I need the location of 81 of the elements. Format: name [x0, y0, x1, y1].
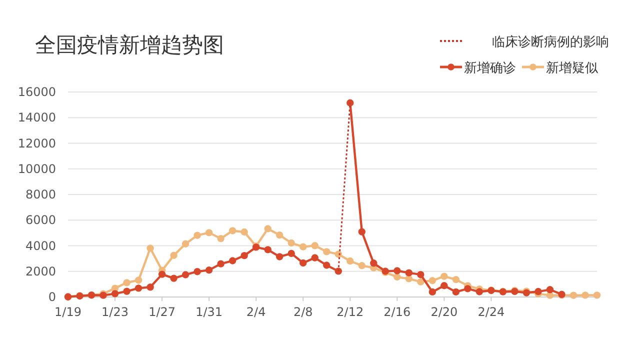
- point: [217, 234, 224, 242]
- y-tick-label: 4000: [25, 238, 56, 253]
- point: [134, 284, 142, 292]
- point: [182, 240, 190, 248]
- point: [582, 292, 589, 299]
- point: [440, 282, 448, 290]
- x-tick-label: 2/20: [430, 305, 458, 319]
- point: [593, 292, 601, 299]
- point: [417, 278, 424, 286]
- chart-title: 全国疫情新增趋势图: [35, 33, 224, 57]
- point: [394, 267, 401, 274]
- point: [570, 292, 578, 299]
- x-tick-label: 1/19: [54, 305, 82, 319]
- point: [276, 231, 284, 239]
- point: [534, 288, 542, 296]
- y-tick-label: 14000: [18, 110, 56, 125]
- point: [123, 288, 130, 295]
- point: [323, 248, 330, 256]
- point: [217, 260, 224, 268]
- point: [546, 286, 554, 294]
- point: [170, 252, 178, 259]
- point: [452, 288, 460, 296]
- point: [205, 266, 213, 274]
- point: [440, 272, 448, 280]
- point: [228, 257, 236, 264]
- y-tick-label: 12000: [18, 136, 56, 150]
- point: [370, 260, 378, 267]
- point: [428, 288, 436, 296]
- y-tick-label: 0: [48, 290, 56, 304]
- point: [264, 246, 272, 254]
- x-tick-label: 2/16: [384, 305, 411, 319]
- y-tick-label: 2000: [25, 264, 56, 278]
- x-tick-label: 2/8: [293, 305, 313, 319]
- point: [146, 244, 154, 252]
- x-tick-label: 2/24: [478, 305, 505, 319]
- x-tick-label: 2/4: [246, 305, 266, 319]
- legend-label: 临床诊断病例的影响: [492, 35, 609, 50]
- point: [394, 273, 401, 281]
- point: [240, 252, 248, 260]
- point: [134, 276, 142, 284]
- x-tick-label: 1/23: [102, 305, 128, 319]
- point: [300, 243, 307, 250]
- point: [240, 228, 248, 236]
- point: [346, 99, 354, 106]
- y-tick-label: 6000: [25, 213, 56, 228]
- point: [194, 268, 201, 276]
- point: [228, 227, 236, 234]
- point: [334, 268, 342, 275]
- point: [194, 232, 201, 239]
- x-tick-label: 2/12: [336, 305, 364, 319]
- point: [300, 259, 307, 267]
- point: [428, 277, 436, 284]
- point: [182, 271, 190, 278]
- point: [158, 270, 166, 278]
- point: [288, 239, 295, 247]
- point: [323, 262, 330, 269]
- point: [288, 250, 295, 258]
- point: [276, 253, 284, 260]
- point: [358, 262, 366, 270]
- x-tick-label: 1/31: [196, 305, 223, 319]
- legend-label: 新增确诊: [464, 61, 516, 76]
- point: [146, 284, 154, 291]
- point: [264, 225, 272, 232]
- y-tick-label: 16000: [18, 85, 56, 99]
- point: [311, 254, 318, 262]
- y-tick-label: 10000: [18, 162, 56, 176]
- point: [123, 279, 130, 286]
- x-tick-label: 1/27: [148, 305, 176, 319]
- legend-label: 新增疑似: [546, 61, 598, 76]
- point: [417, 270, 424, 278]
- y-tick-label: 8000: [25, 188, 56, 202]
- point: [170, 274, 178, 282]
- point: [476, 288, 484, 296]
- point: [358, 228, 366, 236]
- point: [452, 276, 460, 284]
- point: [346, 257, 354, 265]
- point: [111, 290, 119, 298]
- point: [311, 242, 318, 250]
- point: [405, 269, 413, 276]
- point: [464, 285, 472, 292]
- point: [205, 229, 213, 236]
